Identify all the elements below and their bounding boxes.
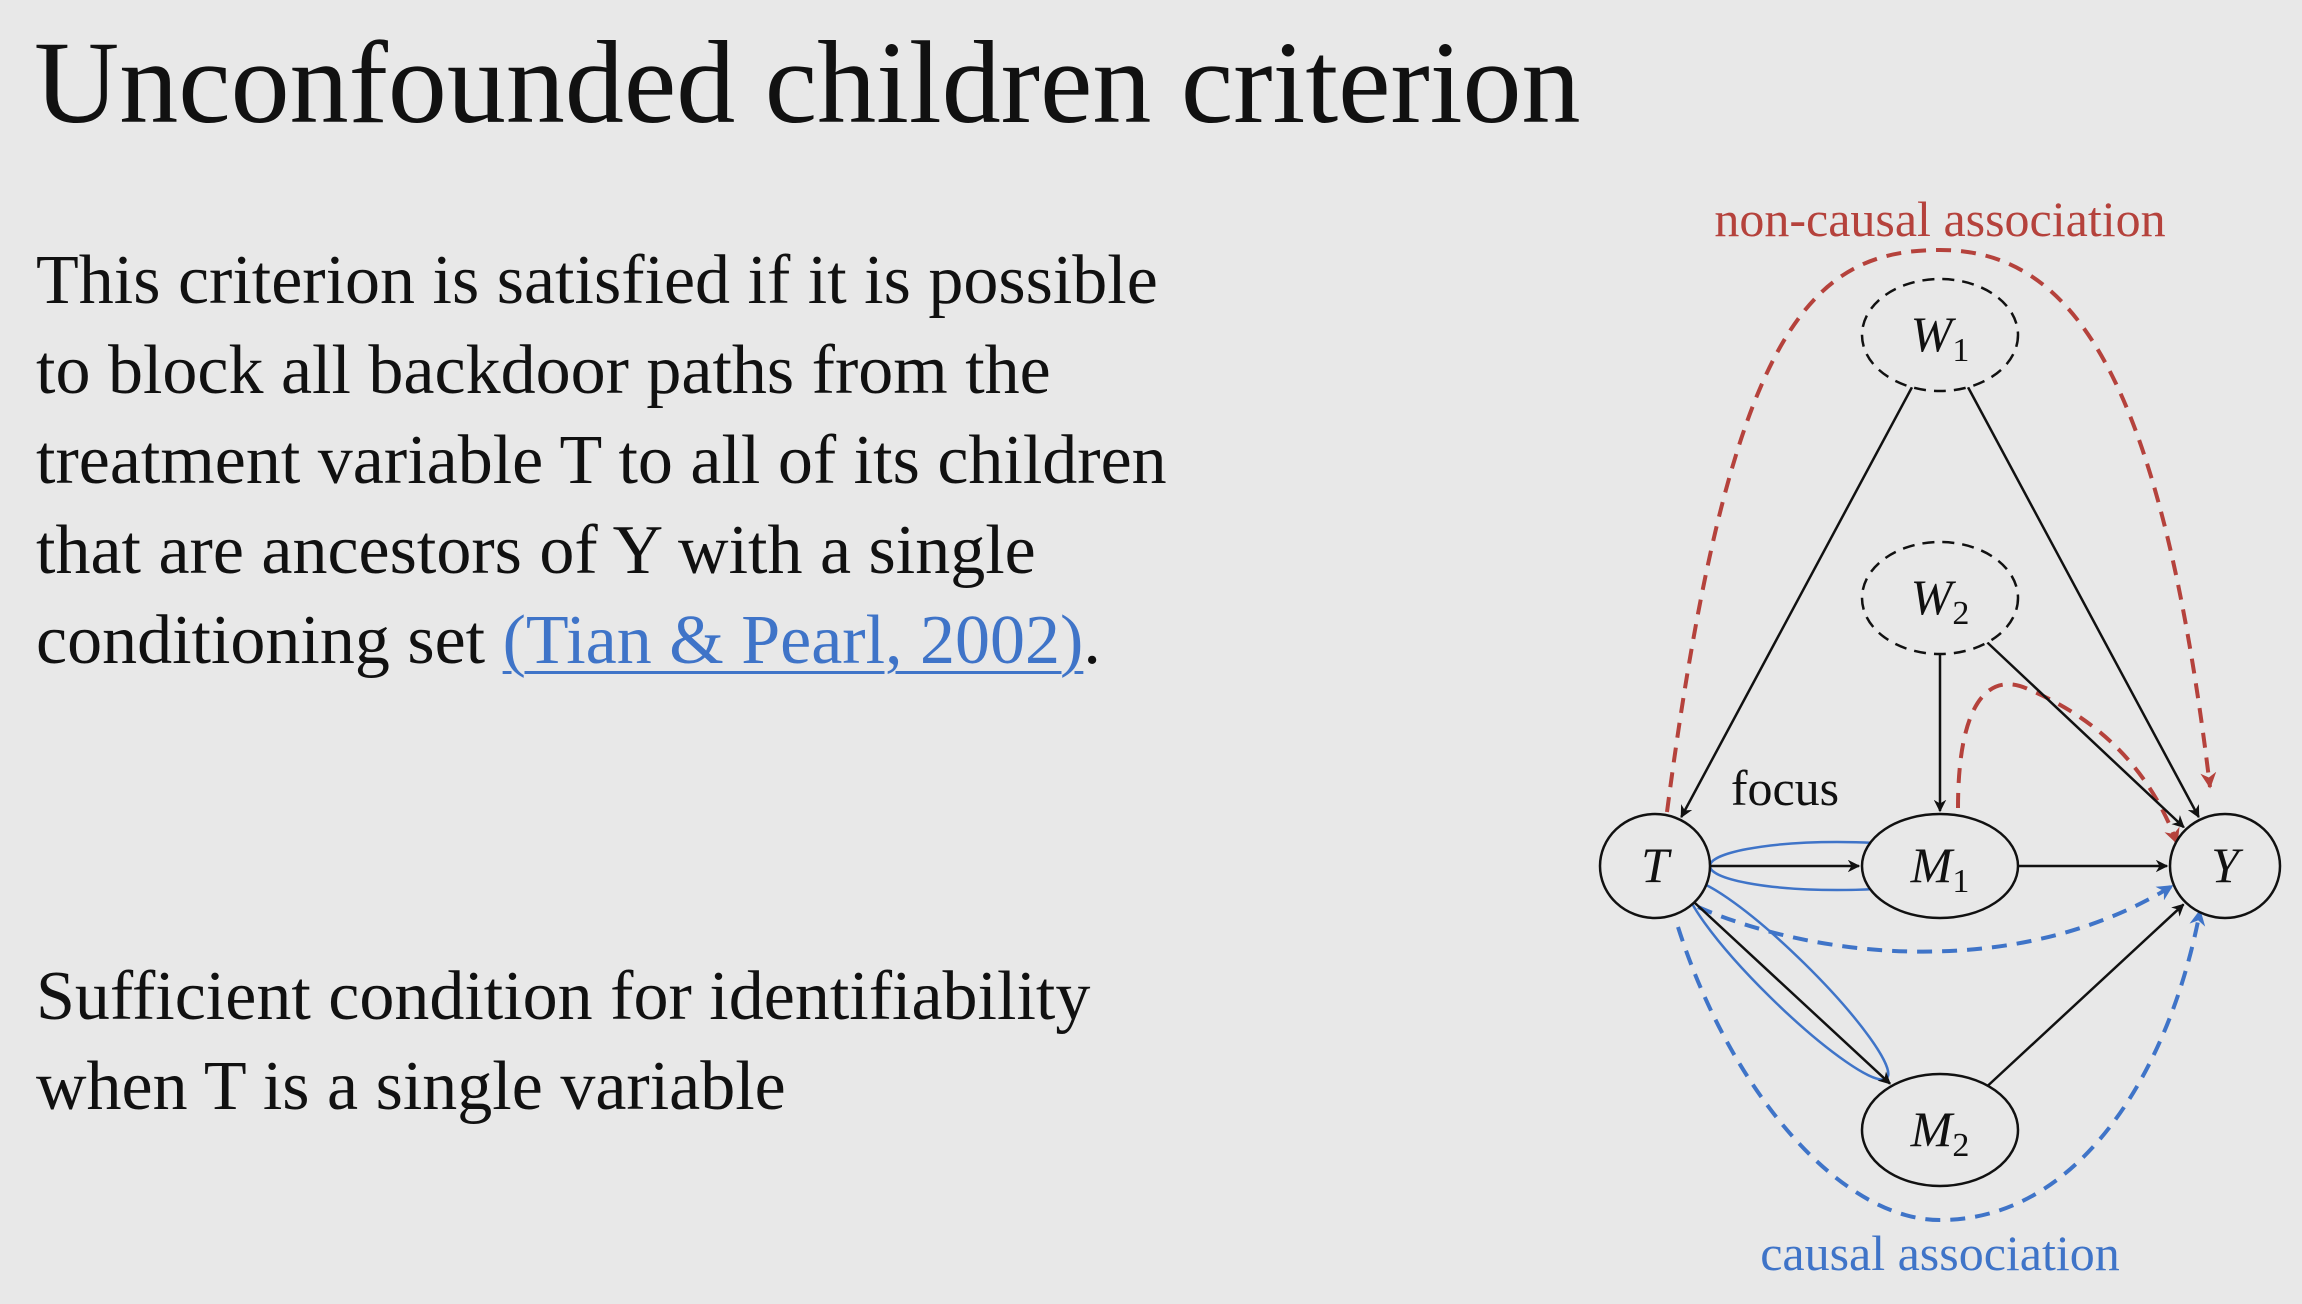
non-causal-path-backdoor bbox=[1665, 247, 2217, 813]
non-causal-association-label: non-causal association bbox=[1714, 191, 2165, 247]
node-t-label: T bbox=[1641, 837, 1672, 893]
node-m1: M1 bbox=[1860, 812, 2020, 920]
edge-w1-to-t bbox=[1680, 386, 1914, 819]
description-line-suffix: . bbox=[1083, 602, 1101, 679]
edge-w2-to-y bbox=[1986, 641, 2185, 829]
node-layer: W1 W2 T M1 M2 Y bbox=[1598, 277, 2282, 1188]
description-line: that are ancestors of Y with a single bbox=[36, 512, 1036, 589]
edge-layer bbox=[1680, 386, 2200, 1087]
description-line: treatment variable T to all of its child… bbox=[36, 422, 1167, 499]
description-line: conditioning set (Tian & Pearl, 2002). bbox=[36, 596, 1436, 686]
node-t-outline bbox=[1598, 812, 1712, 920]
note-line: when T is a single variable bbox=[36, 1048, 786, 1125]
node-m2-outline bbox=[1860, 1072, 2020, 1188]
description-line: to block all backdoor paths from the bbox=[36, 332, 1051, 409]
slide-title: Unconfounded children criterion bbox=[34, 17, 1581, 148]
description-line-prefix: conditioning set bbox=[36, 602, 503, 679]
sufficient-condition-note: Sufficient condition for identifiability… bbox=[36, 952, 1436, 1132]
node-w2-outline bbox=[1860, 540, 2020, 656]
focus-label: focus bbox=[1731, 760, 1839, 816]
node-w1: W1 bbox=[1860, 277, 2020, 393]
node-w2: W2 bbox=[1860, 540, 2020, 656]
node-t: T bbox=[1598, 812, 1712, 920]
node-y: Y bbox=[2168, 812, 2282, 920]
description-line: This criterion is satisfied if it is pos… bbox=[36, 242, 1158, 319]
causal-graph-diagram: non-causal association causal associatio… bbox=[1598, 191, 2282, 1281]
node-w1-outline bbox=[1860, 277, 2020, 393]
node-m1-outline bbox=[1860, 812, 2020, 920]
node-m1-label: M1 bbox=[1910, 837, 1970, 900]
citation-link[interactable]: (Tian & Pearl, 2002) bbox=[502, 602, 1084, 679]
node-m2-label: M2 bbox=[1910, 1101, 1970, 1164]
note-line: Sufficient condition for identifiability bbox=[36, 958, 1091, 1035]
node-y-label: Y bbox=[2211, 837, 2244, 893]
edge-w1-to-y bbox=[1966, 386, 2200, 819]
node-w1-label: W1 bbox=[1911, 306, 1970, 369]
causal-path-upper bbox=[1697, 884, 2174, 954]
node-m2: M2 bbox=[1860, 1072, 2020, 1188]
edge-m2-to-y bbox=[1986, 903, 2185, 1087]
node-w2-label: W2 bbox=[1911, 569, 1970, 632]
non-causal-path-mediator bbox=[1956, 682, 2180, 845]
causal-association-label: causal association bbox=[1760, 1225, 2120, 1281]
criterion-description: This criterion is satisfied if it is pos… bbox=[36, 236, 1436, 686]
focus-ellipse-t-m2 bbox=[1684, 879, 1890, 1081]
causal-path-lower bbox=[1676, 909, 2206, 1223]
edge-t-to-m2 bbox=[1693, 901, 1891, 1085]
node-y-outline bbox=[2168, 812, 2282, 920]
